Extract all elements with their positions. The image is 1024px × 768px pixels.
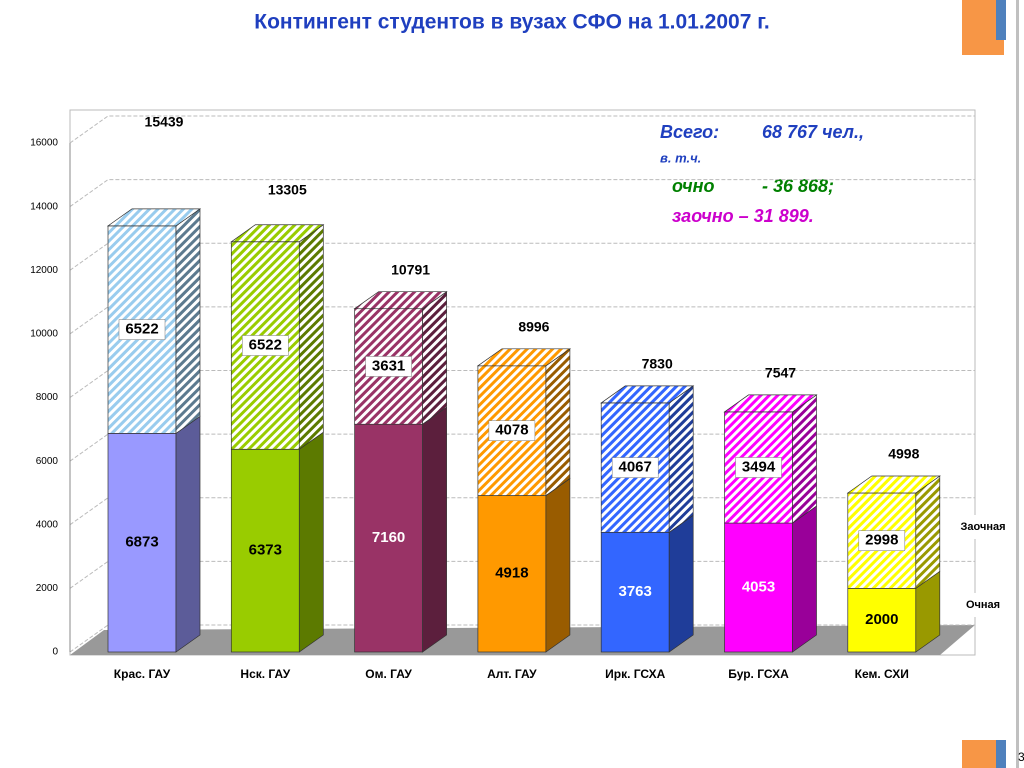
bar-segment [847,570,941,653]
grid-line [69,370,975,398]
total-label: 10791 [391,261,430,277]
value-label: 6522 [249,336,282,353]
bar-segment [724,505,817,653]
value-label: 3763 [619,583,652,600]
total-label: 13305 [268,181,307,197]
grid-line [69,306,975,335]
total-label: 7547 [765,365,796,381]
annotation: заочно – 31 899. [672,206,814,226]
label-bg [365,356,412,377]
page-number: 3 [1018,750,1024,764]
y-tick-label: 0 [52,647,58,658]
chart-title: Контингент студентов в вузах СФО на 1.01… [254,11,769,34]
grid-line [69,115,975,144]
total-label: 15439 [145,114,184,130]
y-tick-label: 6000 [36,456,59,467]
total-label: 7830 [642,356,673,372]
annotation: - 36 868; [762,176,834,196]
value-label: 3631 [372,357,405,374]
y-tick-label: 4000 [36,519,59,530]
bar-segment [846,475,941,590]
label-bg [611,457,659,478]
legend-label: Заочная [960,521,1005,533]
value-label: 7160 [372,529,405,546]
grid-line [69,242,975,271]
x-tick-label: Кем. СХИ [855,667,909,681]
decor [996,0,1006,40]
y-tick-label: 14000 [30,201,58,212]
bar-segment [354,406,447,653]
value-label: 4053 [742,579,775,596]
annotation: 68 767 чел., [762,122,864,142]
y-tick-label: 10000 [30,329,58,340]
legend-label: Очная [966,599,1000,611]
value-label: 4067 [619,459,652,476]
x-tick-label: Ирк. ГСХА [605,667,665,681]
x-tick-label: Нск. ГАУ [240,667,290,681]
value-label: 2000 [865,611,898,628]
y-tick-label: 8000 [36,392,59,403]
y-tick-label: 2000 [36,583,59,594]
decor [996,740,1006,768]
bar-segment [600,514,694,653]
decor [962,740,1000,768]
value-label: 3494 [742,458,776,475]
label-bg [735,457,782,478]
label-bg [858,530,906,551]
annotation: Всего: [660,122,719,142]
value-label: 4918 [495,565,528,582]
x-tick-label: Алт. ГАУ [487,667,537,681]
x-tick-label: Крас. ГАУ [114,667,171,681]
x-tick-label: Ом. ГАУ [365,667,412,681]
value-label: 6373 [249,542,282,559]
legend-bg [950,593,1016,617]
value-label: 4078 [495,422,528,439]
label-bg [242,335,289,356]
value-label: 6873 [125,534,158,551]
value-label: 6522 [125,321,158,338]
y-tick-label: 16000 [30,138,58,149]
grid-line [69,179,975,208]
y-tick-label: 12000 [30,265,58,276]
label-bg [118,319,166,340]
x-tick-label: Бур. ГСХА [728,667,789,681]
legend-bg [950,515,1016,539]
label-bg [488,420,536,441]
total-label: 4998 [888,446,919,462]
value-label: 2998 [865,532,898,549]
decor [1016,0,1019,768]
annotation: очно [672,176,714,196]
bar-segment [107,415,201,653]
total-label: 8996 [518,319,549,335]
annotation: в. т.ч. [660,150,701,165]
